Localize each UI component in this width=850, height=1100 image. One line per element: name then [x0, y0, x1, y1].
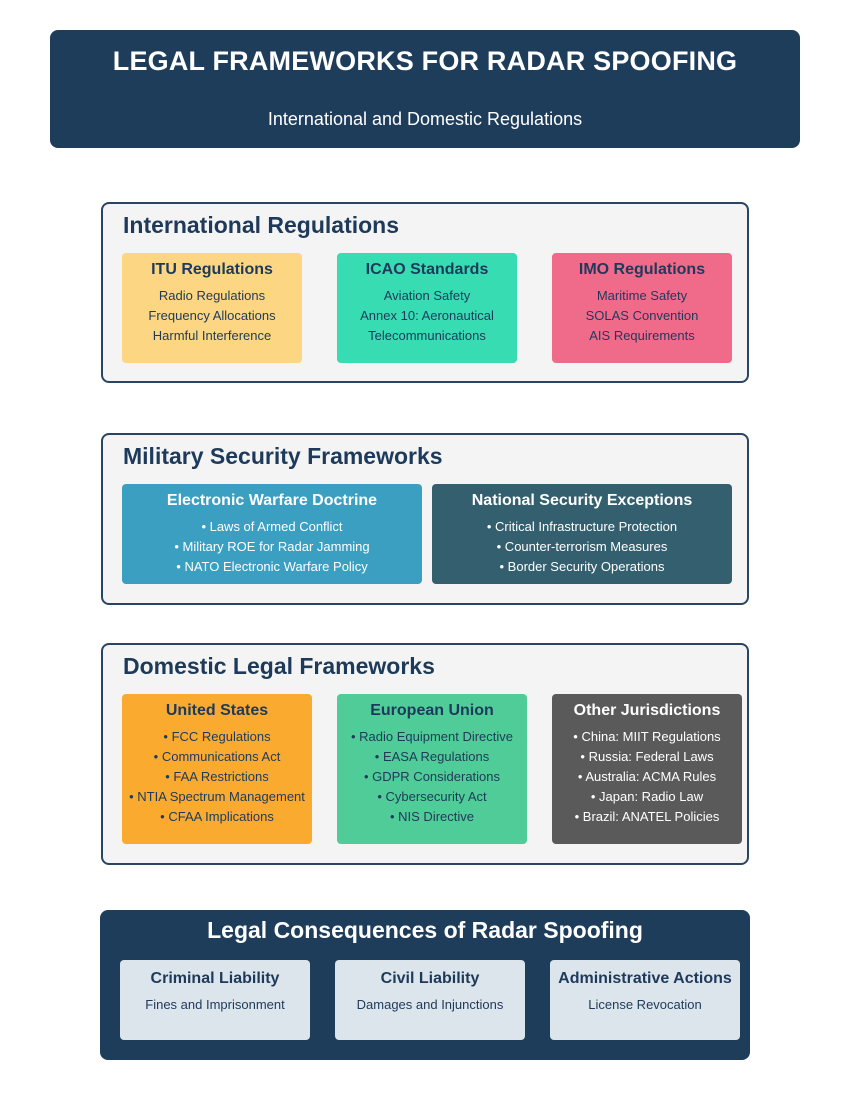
list-item: • FCC Regulations [163, 729, 271, 744]
section-title: Military Security Frameworks [123, 443, 443, 469]
list-item: • CFAA Implications [160, 809, 274, 824]
box-title: IMO Regulations [578, 261, 706, 278]
section-title: Domestic Legal Frameworks [123, 653, 435, 679]
list-item: AIS Requirements [589, 328, 695, 343]
box-title: European Union [370, 702, 494, 719]
list-item: • NATO Electronic Warfare Policy [176, 559, 368, 574]
domestic-legal-section: Domestic Legal Frameworks United States … [101, 643, 749, 865]
civil-liability-box: Civil Liability Damages and Injunctions [335, 960, 525, 1040]
box-description: Fines and Imprisonment [145, 997, 285, 1012]
list-item: • Military ROE for Radar Jamming [174, 539, 370, 554]
list-item: • Critical Infrastructure Protection [486, 519, 678, 534]
itu-regulations-box: ITU Regulations Radio Regulations Freque… [122, 253, 302, 363]
criminal-liability-box: Criminal Liability Fines and Imprisonmen… [120, 960, 310, 1040]
united-states-box: United States • FCC Regulations • Commun… [122, 694, 312, 844]
international-regulations-section: International Regulations ITU Regulation… [101, 202, 749, 383]
box-description: License Revocation [588, 997, 702, 1012]
legal-consequences-section: Legal Consequences of Radar Spoofing Cri… [100, 910, 750, 1060]
military-security-section: Military Security Frameworks Electronic … [101, 433, 749, 605]
box-title: Civil Liability [380, 970, 480, 987]
national-security-exceptions-box: National Security Exceptions • Critical … [432, 484, 732, 584]
list-item: Maritime Safety [596, 288, 688, 303]
box-title: Administrative Actions [558, 970, 732, 987]
box-title: Criminal Liability [150, 970, 280, 987]
list-item: Radio Regulations [158, 288, 266, 303]
list-item: • FAA Restrictions [165, 769, 269, 784]
box-title: ITU Regulations [151, 261, 273, 278]
section-title: Legal Consequences of Radar Spoofing [207, 917, 643, 943]
other-jurisdictions-box: Other Jurisdictions • China: MIIT Regula… [552, 694, 742, 844]
list-item: Harmful Interference [152, 328, 272, 343]
box-title: ICAO Standards [365, 261, 489, 278]
list-item: • Brazil: ANATEL Policies [574, 809, 720, 824]
list-item: • Cybersecurity Act [377, 789, 487, 804]
box-title: Electronic Warfare Doctrine [166, 492, 378, 509]
list-item: • NTIA Spectrum Management [129, 789, 305, 804]
list-item: • Japan: Radio Law [590, 789, 704, 804]
list-item: • China: MIIT Regulations [573, 729, 721, 744]
list-item: Annex 10: Aeronautical [360, 308, 494, 323]
electronic-warfare-doctrine-box: Electronic Warfare Doctrine • Laws of Ar… [122, 484, 422, 584]
box-description: Damages and Injunctions [356, 997, 504, 1012]
list-item: • Communications Act [153, 749, 281, 764]
list-item: • Counter-terrorism Measures [496, 539, 668, 554]
list-item: • Russia: Federal Laws [580, 749, 714, 764]
box-title: National Security Exceptions [471, 492, 693, 509]
administrative-actions-box: Administrative Actions License Revocatio… [550, 960, 740, 1040]
imo-regulations-box: IMO Regulations Maritime Safety SOLAS Co… [552, 253, 732, 363]
page-title: LEGAL FRAMEWORKS FOR RADAR SPOOFING [112, 46, 738, 76]
page-header: LEGAL FRAMEWORKS FOR RADAR SPOOFING Inte… [50, 30, 800, 148]
list-item: • GDPR Considerations [363, 769, 501, 784]
list-item: Frequency Allocations [148, 308, 276, 323]
icao-standards-box: ICAO Standards Aviation Safety Annex 10:… [337, 253, 517, 363]
list-item: • Laws of Armed Conflict [201, 519, 343, 534]
section-title: International Regulations [123, 212, 400, 238]
european-union-box: European Union • Radio Equipment Directi… [337, 694, 527, 844]
list-item: • Border Security Operations [499, 559, 665, 574]
list-item: Aviation Safety [383, 288, 471, 303]
list-item: • NIS Directive [389, 809, 474, 824]
box-title: Other Jurisdictions [573, 702, 721, 719]
box-title: United States [165, 702, 269, 719]
list-item: • EASA Regulations [374, 749, 490, 764]
list-item: • Australia: ACMA Rules [577, 769, 717, 784]
page-subtitle: International and Domestic Regulations [267, 109, 583, 129]
list-item: • Radio Equipment Directive [350, 729, 514, 744]
list-item: Telecommunications [368, 328, 486, 343]
list-item: SOLAS Convention [585, 308, 699, 323]
